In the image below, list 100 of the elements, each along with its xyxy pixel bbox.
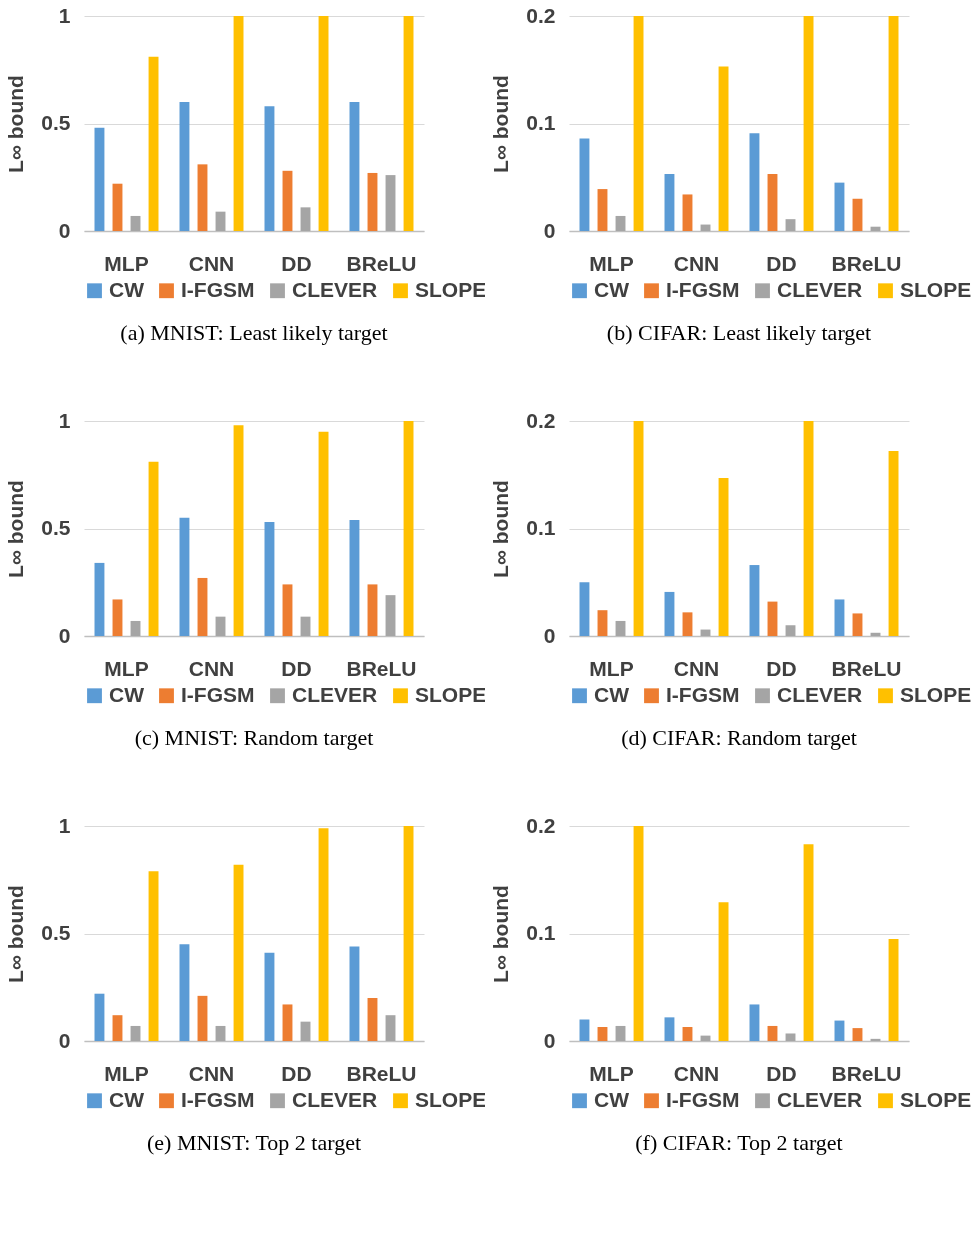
bar xyxy=(749,1004,760,1041)
bar xyxy=(112,183,123,231)
bar xyxy=(94,127,105,231)
y-tick-label: 0.1 xyxy=(526,516,556,539)
bar xyxy=(349,519,360,636)
y-axis-title: L∞ bound xyxy=(489,885,513,983)
legend-label: SLOPE xyxy=(900,277,971,301)
y-tick-label: 1 xyxy=(58,813,71,837)
bar xyxy=(682,194,693,231)
bar xyxy=(179,944,190,1041)
legend-label: I-FGSM xyxy=(181,277,255,301)
y-tick-label: 0.5 xyxy=(41,921,71,944)
bar xyxy=(233,16,244,231)
bar xyxy=(112,599,123,636)
bar xyxy=(385,175,396,231)
bar xyxy=(130,1025,141,1041)
y-tick-label: 0 xyxy=(58,623,71,647)
bar xyxy=(148,56,159,231)
bar xyxy=(803,421,814,636)
legend-label: CW xyxy=(109,277,145,301)
bar xyxy=(785,625,796,636)
bar xyxy=(148,871,159,1041)
legend-label: SLOPE xyxy=(900,682,971,706)
bar xyxy=(215,1025,226,1041)
text: (a) MNIST: Least likely target xyxy=(120,320,388,345)
x-tick-label: CNN xyxy=(188,656,235,680)
legend-label: CLEVER xyxy=(777,277,863,301)
bar xyxy=(664,174,675,231)
legend-label: CW xyxy=(109,1087,145,1111)
bar xyxy=(264,522,275,636)
x-tick-label: CNN xyxy=(188,1061,235,1085)
bar xyxy=(179,102,190,231)
y-tick-label: 0 xyxy=(543,1028,556,1052)
x-tick-label: DD xyxy=(281,1061,312,1085)
legend-label: CLEVER xyxy=(292,277,378,301)
x-tick-label: BReLU xyxy=(346,656,417,680)
legend-label: SLOPE xyxy=(415,1087,487,1111)
bar xyxy=(385,595,396,636)
y-axis-title: L∞ bound xyxy=(489,480,513,578)
bar xyxy=(148,461,159,636)
bar xyxy=(597,610,608,636)
legend-label: CLEVER xyxy=(777,682,863,706)
text: (b) CIFAR: Least likely target xyxy=(606,320,872,345)
legend-label: CW xyxy=(594,1087,630,1111)
bar xyxy=(633,16,644,231)
bar xyxy=(282,584,293,636)
bar xyxy=(888,938,899,1041)
bar xyxy=(112,1015,123,1041)
legend-label: CW xyxy=(594,682,630,706)
y-tick-label: 0.2 xyxy=(526,3,556,27)
bar xyxy=(633,826,644,1041)
bar xyxy=(94,993,105,1041)
bar xyxy=(888,16,899,231)
text: (f) CIFAR: Top 2 target xyxy=(635,1130,843,1155)
x-tick-label: CNN xyxy=(673,656,720,680)
bar xyxy=(233,864,244,1041)
bar xyxy=(282,1004,293,1041)
x-tick-label: BReLU xyxy=(346,251,417,275)
bar xyxy=(403,421,414,636)
bar xyxy=(664,591,675,636)
bar xyxy=(767,174,778,231)
bar xyxy=(785,219,796,231)
bar xyxy=(852,613,863,636)
bar xyxy=(300,207,311,231)
bar xyxy=(633,421,644,636)
legend-label: I-FGSM xyxy=(181,682,255,706)
y-tick-label: 0.2 xyxy=(526,408,556,432)
y-tick-label: 0 xyxy=(543,623,556,647)
x-tick-label: DD xyxy=(281,251,312,275)
y-tick-label: 0.1 xyxy=(526,921,556,944)
x-tick-label: MLP xyxy=(589,1061,634,1085)
bar xyxy=(834,599,845,636)
bar xyxy=(749,565,760,636)
y-tick-label: 0.1 xyxy=(526,111,556,134)
text: (d) CIFAR: Random target xyxy=(621,725,857,750)
bar xyxy=(282,170,293,231)
x-tick-label: DD xyxy=(766,1061,797,1085)
bar xyxy=(349,946,360,1041)
bar xyxy=(579,138,590,231)
legend-label: SLOPE xyxy=(415,682,487,706)
x-tick-label: DD xyxy=(766,656,797,680)
bar xyxy=(318,828,329,1041)
legend-label: SLOPE xyxy=(415,277,487,301)
bar xyxy=(767,601,778,636)
bar xyxy=(179,517,190,636)
bar xyxy=(803,16,814,231)
bar xyxy=(403,826,414,1041)
y-tick-label: 1 xyxy=(58,408,71,432)
x-tick-label: MLP xyxy=(589,251,634,275)
bar xyxy=(233,425,244,636)
bar xyxy=(94,562,105,636)
x-tick-label: DD xyxy=(281,656,312,680)
legend-label: CLEVER xyxy=(777,1087,863,1111)
text: (e) MNIST: Top 2 target xyxy=(146,1130,362,1155)
legend-label: I-FGSM xyxy=(666,682,740,706)
bar xyxy=(615,1025,626,1041)
x-tick-label: BReLU xyxy=(831,1061,902,1085)
x-tick-label: CNN xyxy=(673,1061,720,1085)
bar xyxy=(749,133,760,231)
x-tick-label: MLP xyxy=(589,656,634,680)
